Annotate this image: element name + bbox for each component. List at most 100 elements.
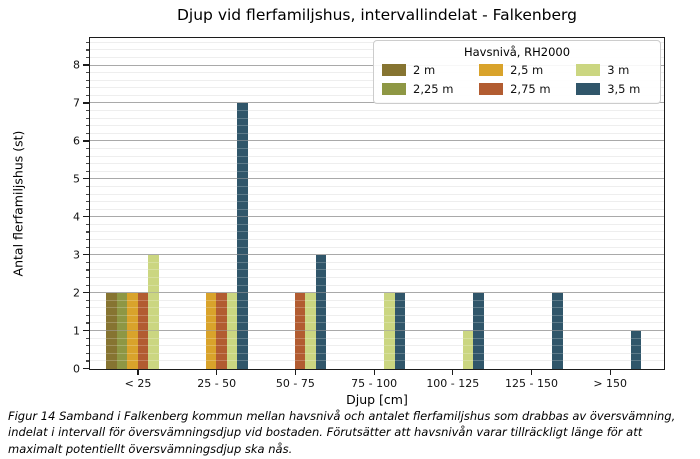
gridline — [90, 352, 664, 354]
gridline — [90, 148, 664, 149]
y-minor-tick-mark — [85, 231, 89, 233]
gridline — [90, 345, 664, 347]
gridline — [90, 140, 664, 142]
gridline — [90, 292, 664, 294]
legend-swatch-icon — [382, 83, 406, 95]
y-tick-label: 8 — [73, 58, 80, 72]
x-tick-label-<25: < 25 — [124, 377, 152, 390]
gridline — [90, 125, 664, 127]
gridline — [90, 269, 664, 271]
gridline — [90, 170, 664, 172]
y-minor-tick-mark — [85, 201, 89, 203]
y-tick-label: 7 — [73, 96, 80, 110]
y-tick-label: 0 — [73, 362, 80, 375]
gridline — [90, 276, 664, 278]
gridline — [90, 307, 664, 309]
gridline — [90, 307, 664, 309]
legend-item-25m: 2,5 m — [479, 63, 562, 77]
y-minor-tick-mark — [85, 299, 89, 301]
legend-item-3m: 3 m — [576, 63, 652, 77]
y-minor-tick-mark — [85, 322, 89, 324]
y-tick-label: 3 — [73, 248, 80, 262]
y-minor-tick-mark — [85, 155, 89, 157]
gridline — [90, 337, 664, 339]
y-minor-tick-mark — [85, 56, 89, 59]
y-minor-tick-mark — [85, 307, 89, 309]
legend-title: Havsnivå, RH2000 — [463, 45, 571, 59]
y-minor-tick-mark — [85, 223, 89, 226]
gridline — [90, 314, 664, 316]
y-minor-tick-mark — [85, 276, 89, 279]
x-tick-label->150: > 150 — [593, 377, 628, 390]
chart-title: Djup vid flerfamiljshus, intervallindela… — [176, 6, 577, 24]
x-tick-label-25-50: 25 - 50 — [197, 377, 237, 390]
gridline — [90, 185, 664, 187]
x-axis-label: Djup [cm] — [346, 392, 408, 407]
gridline — [90, 132, 664, 134]
x-tick-mark — [294, 370, 296, 375]
y-minor-tick-mark — [85, 94, 89, 97]
y-tick-mark — [83, 254, 89, 256]
x-tick-label-50-75: 50 - 75 — [275, 377, 315, 390]
x-tick-mark — [609, 370, 611, 375]
gridline — [90, 254, 664, 256]
y-minor-tick-mark — [85, 87, 89, 89]
gridline — [90, 170, 664, 172]
y-minor-tick-mark — [85, 239, 89, 241]
gridline — [90, 223, 664, 225]
plot-area: Havsnivå, RH2000 2 m 2,25 m 2,5 m 2,75 m 3 m… — [89, 37, 665, 370]
legend-swatch-icon — [576, 64, 601, 76]
legend-swatch-icon — [479, 64, 504, 76]
gridline — [90, 330, 664, 332]
gridline — [90, 360, 664, 362]
bar-35m-25-50 — [237, 103, 248, 369]
gridline — [90, 110, 664, 112]
gridline — [90, 299, 664, 301]
gridline — [90, 201, 664, 203]
y-minor-tick-mark — [85, 208, 89, 210]
x-tick-mark — [137, 370, 139, 375]
legend-grid: 2 m 2,25 m 2,5 m 2,75 m 3 m 3,5 m — [382, 63, 652, 96]
legend-item-225m: 2,25 m — [382, 82, 465, 96]
y-minor-tick-mark — [85, 360, 89, 362]
y-tick-mark — [83, 216, 89, 218]
y-minor-tick-mark — [85, 125, 89, 127]
x-tick-mark — [216, 370, 218, 375]
x-tick-mark — [530, 370, 533, 375]
y-minor-tick-mark — [85, 314, 89, 317]
y-minor-tick-mark — [85, 163, 89, 165]
y-tick-label: 4 — [73, 210, 80, 224]
gridline — [90, 163, 664, 165]
legend-swatch-icon — [576, 83, 601, 95]
y-minor-tick-mark — [85, 246, 89, 248]
y-minor-tick-mark — [85, 110, 89, 112]
y-tick-mark — [83, 367, 89, 370]
gridline — [90, 231, 664, 233]
gridline — [90, 314, 664, 316]
gridline — [90, 345, 664, 347]
legend-item-2m: 2 m — [382, 63, 465, 77]
gridline — [90, 117, 664, 119]
legend-label: 2,25 m — [413, 82, 454, 96]
gridline — [90, 208, 664, 210]
gridline — [90, 239, 664, 241]
gridline — [90, 193, 664, 195]
legend-label: 3 m — [607, 63, 630, 77]
gridline — [90, 231, 664, 233]
legend-label: 3,5 m — [607, 82, 641, 96]
gridline — [90, 246, 664, 248]
legend-item-275m: 2,75 m — [479, 82, 562, 96]
legend-swatch-icon — [479, 83, 504, 95]
gridline — [90, 322, 664, 324]
gridline — [90, 360, 664, 362]
gridline — [90, 201, 664, 203]
y-minor-tick-mark — [85, 49, 89, 51]
x-tick-label-125-150: 125 - 150 — [505, 377, 558, 390]
x-tick-label-100-125: 100 - 125 — [426, 377, 480, 390]
gridline — [90, 352, 664, 354]
y-minor-tick-mark — [85, 337, 89, 339]
y-minor-tick-mark — [85, 269, 89, 271]
bar-3m-100-125 — [462, 331, 474, 369]
gridline — [90, 269, 664, 271]
